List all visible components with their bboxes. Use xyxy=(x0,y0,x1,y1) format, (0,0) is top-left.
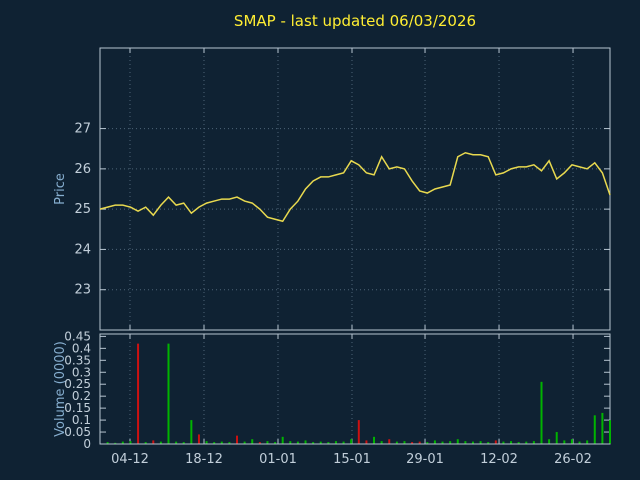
volume-panel-border xyxy=(99,333,611,445)
price-tick-label: 24 xyxy=(74,242,91,257)
x-tick-label: 18-12 xyxy=(185,452,223,467)
price-tick-label: 26 xyxy=(74,162,91,177)
price-tick-label: 23 xyxy=(74,283,91,298)
price-panel-border xyxy=(99,47,611,331)
x-tick-label: 12-02 xyxy=(480,452,518,467)
x-tick-label: 01-01 xyxy=(259,452,297,467)
volume-tick-label: 0.25 xyxy=(64,377,91,391)
chart-render: 04-12 18-12 01-01 15-01 29-01 12-02 26-02 23 24 2… xyxy=(64,47,611,467)
volume-tick-label: 0.1 xyxy=(72,413,91,427)
x-tick-label: 15-01 xyxy=(333,452,371,467)
volume-tick-label: 0.3 xyxy=(72,365,91,379)
x-tick-label: 04-12 xyxy=(111,452,149,467)
volume-tick-label: 0 xyxy=(83,437,91,451)
x-tick-label: 29-01 xyxy=(406,452,444,467)
x-tick-label: 26-02 xyxy=(554,452,592,467)
chart-title: SMAP - last updated 06/03/2026 xyxy=(234,12,476,30)
volume-tick-label: 0.05 xyxy=(64,425,91,439)
volume-tick-label: 0.15 xyxy=(64,401,91,415)
volume-axis-label: Volume (0000) xyxy=(53,341,68,437)
volume-tick-label: 0.4 xyxy=(72,341,91,355)
volume-tick-label: 0.45 xyxy=(64,329,91,343)
price-tick-label: 27 xyxy=(74,122,91,137)
volume-tick-label: 0.2 xyxy=(72,389,91,403)
price-axis-label: Price xyxy=(53,173,68,205)
price-line xyxy=(99,151,611,223)
volume-tick-label: 0.35 xyxy=(64,353,91,367)
price-tick-label: 25 xyxy=(74,202,91,217)
